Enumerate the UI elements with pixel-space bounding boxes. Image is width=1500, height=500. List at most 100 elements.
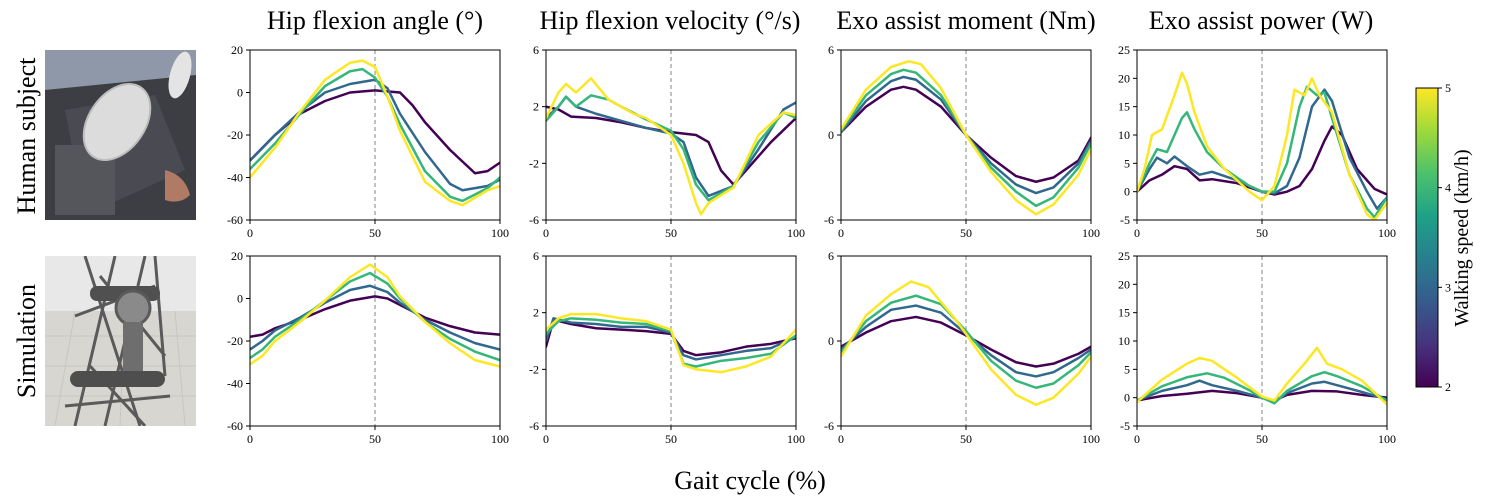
x-tick-label: 0 xyxy=(1134,432,1140,446)
y-tick-label: 10 xyxy=(1118,128,1130,142)
x-tick-label: 50 xyxy=(665,226,677,240)
x-tick-label: 50 xyxy=(960,432,972,446)
series-line-speed-4 xyxy=(841,294,1091,389)
series-line-speed-5 xyxy=(250,263,500,368)
x-tick-label: 0 xyxy=(543,226,549,240)
column-title-exo-power: Exo assist power (W) xyxy=(1149,6,1374,35)
y-tick-label: 2 xyxy=(533,306,539,320)
y-tick-label: 20 xyxy=(231,43,243,57)
y-tick-label: -20 xyxy=(227,128,243,142)
y-tick-label: 6 xyxy=(828,249,834,263)
y-tick-label: -40 xyxy=(227,171,243,185)
row-label-simulation: Simulation xyxy=(12,284,41,398)
series-line-speed-3 xyxy=(546,317,796,361)
x-tick-label: 100 xyxy=(1378,226,1396,240)
shared-x-axis-label: Gait cycle (%) xyxy=(674,466,826,495)
x-tick-label: 100 xyxy=(491,432,509,446)
x-tick-label: 0 xyxy=(247,226,253,240)
x-tick-label: 50 xyxy=(665,432,677,446)
panel-r0-c3: 0 50 100 -5 0 5 10 15 20 25 xyxy=(1118,43,1396,240)
x-tick-label: 100 xyxy=(1082,432,1100,446)
y-tick-label: 5 xyxy=(1124,156,1130,170)
colorbar: 2 3 4 5 Walking speed (km/h) xyxy=(1415,81,1473,394)
column-title-exo-moment: Exo assist moment (Nm) xyxy=(836,6,1095,35)
y-tick-label: 0 xyxy=(828,128,834,142)
y-tick-label: 20 xyxy=(1118,277,1130,291)
y-tick-label: 6 xyxy=(828,43,834,57)
series-line-speed-5 xyxy=(841,280,1091,406)
y-tick-label: 25 xyxy=(1118,43,1130,57)
panel-r0-c0: 0 50 100 -60 -40 -20 0 20 xyxy=(227,43,509,240)
series-line-speed-3 xyxy=(546,95,796,198)
panel-r1-c0: 0 50 100 -60 -40 -20 0 20 xyxy=(227,249,509,446)
x-tick-label: 100 xyxy=(787,432,805,446)
x-tick-label: 100 xyxy=(1082,226,1100,240)
x-tick-label: 0 xyxy=(1134,226,1140,240)
panel-r0-c2: 0 50 100 -6 0 6 xyxy=(824,43,1100,240)
colorbar-tick-label: 3 xyxy=(1445,280,1451,294)
panel-r1-c2: 0 50 100 -6 0 6 xyxy=(824,249,1100,446)
human-subject-photo xyxy=(45,50,196,220)
x-tick-label: 100 xyxy=(1378,432,1396,446)
y-tick-label: -6 xyxy=(824,419,834,433)
x-tick-label: 50 xyxy=(960,226,972,240)
y-tick-label: 10 xyxy=(1118,334,1130,348)
y-tick-label: -5 xyxy=(1120,419,1130,433)
colorbar-tick-label: 2 xyxy=(1445,380,1451,394)
y-tick-label: 0 xyxy=(237,86,243,100)
series-line-speed-5 xyxy=(841,60,1091,216)
series-line-speed-4 xyxy=(250,271,500,362)
series-line-speed-2 xyxy=(841,315,1091,368)
series-line-speed-5 xyxy=(546,77,796,216)
y-tick-label: 20 xyxy=(1118,71,1130,85)
series-line-speed-4 xyxy=(1137,370,1387,405)
y-tick-label: 2 xyxy=(533,100,539,114)
y-tick-label: -6 xyxy=(529,213,539,227)
y-tick-label: 0 xyxy=(1124,391,1130,405)
colorbar-gradient xyxy=(1415,87,1439,388)
series-line-speed-4 xyxy=(250,67,500,203)
series-line-speed-2 xyxy=(250,295,500,338)
y-tick-label: -2 xyxy=(529,362,539,376)
y-tick-label: 0 xyxy=(1124,185,1130,199)
y-tick-label: 6 xyxy=(533,249,539,263)
x-tick-label: 0 xyxy=(838,432,844,446)
column-title-hip-angle: Hip flexion angle (°) xyxy=(267,6,483,35)
series-line-speed-5 xyxy=(546,312,796,374)
colorbar-tick-label: 4 xyxy=(1445,181,1451,195)
series-line-speed-5 xyxy=(250,59,500,207)
y-tick-label: -6 xyxy=(824,213,834,227)
x-tick-label: 50 xyxy=(1256,226,1268,240)
y-tick-label: 15 xyxy=(1118,306,1130,320)
y-tick-label: 5 xyxy=(1124,362,1130,376)
y-tick-label: 15 xyxy=(1118,100,1130,114)
colorbar-tick-label: 5 xyxy=(1445,81,1451,95)
y-tick-label: -20 xyxy=(227,334,243,348)
y-tick-label: 20 xyxy=(231,249,243,263)
panel-r1-c1: 0 50 100 -6 -2 2 6 xyxy=(529,249,805,446)
row-label-human-subject: Human subject xyxy=(12,57,41,214)
panel-r1-c3: 0 50 100 -5 0 5 10 15 20 25 xyxy=(1118,249,1396,446)
y-tick-label: -60 xyxy=(227,213,243,227)
x-tick-label: 50 xyxy=(369,432,381,446)
panel-r0-c1: 0 50 100 -6 -2 2 6 xyxy=(529,43,805,240)
y-tick-label: 6 xyxy=(533,43,539,57)
colorbar-label: Walking speed (km/h) xyxy=(1451,149,1473,326)
y-tick-label: -40 xyxy=(227,377,243,391)
y-tick-label: -60 xyxy=(227,419,243,433)
x-tick-label: 0 xyxy=(247,432,253,446)
x-tick-label: 100 xyxy=(491,226,509,240)
y-tick-label: -6 xyxy=(529,419,539,433)
x-tick-label: 50 xyxy=(369,226,381,240)
simulation-render xyxy=(45,256,196,426)
series-line-speed-5 xyxy=(1137,346,1387,406)
x-tick-label: 50 xyxy=(1256,432,1268,446)
x-tick-label: 0 xyxy=(543,432,549,446)
y-tick-label: 0 xyxy=(828,334,834,348)
series-line-speed-5 xyxy=(1137,71,1387,220)
x-tick-label: 0 xyxy=(838,226,844,240)
column-title-hip-velocity: Hip flexion velocity (°/s) xyxy=(540,6,801,35)
x-tick-label: 100 xyxy=(787,226,805,240)
y-tick-label: 25 xyxy=(1118,249,1130,263)
